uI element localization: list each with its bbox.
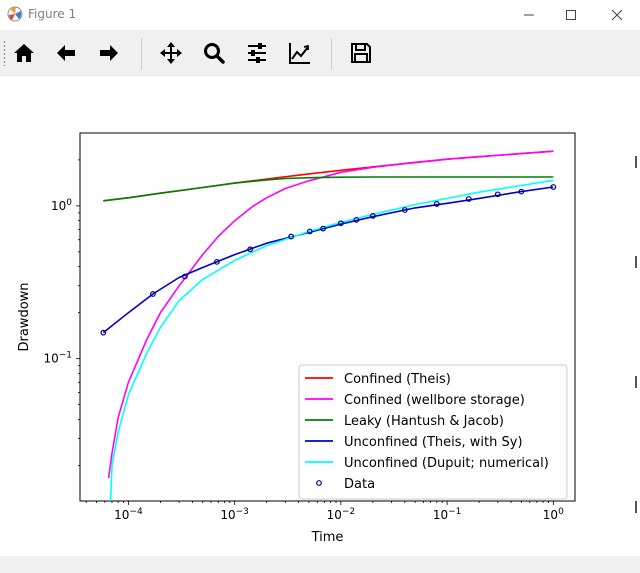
series-line-2 <box>103 176 554 202</box>
x-axis-label: Time <box>311 530 344 545</box>
window-title: Figure 1 <box>28 7 77 21</box>
data-point <box>494 191 501 198</box>
minimize-button[interactable] <box>506 0 552 30</box>
data-point <box>213 258 220 265</box>
x-tick-label: 10−4 <box>114 507 143 522</box>
data-point <box>550 184 557 190</box>
close-button[interactable] <box>594 0 640 30</box>
legend-label: Leaky (Hantush & Jacob) <box>344 414 504 429</box>
x-tick-label: 100 <box>543 507 564 522</box>
move-icon <box>160 42 182 64</box>
legend-label: Unconfined (Dupuit; numerical) <box>344 456 549 471</box>
floppy-disk-icon <box>351 43 371 63</box>
arrow-right-icon <box>100 45 118 61</box>
toolbar-separator <box>331 38 332 70</box>
matplotlib-app-icon <box>7 6 23 22</box>
minimize-icon <box>524 14 534 16</box>
data-point <box>100 329 107 336</box>
edge-artifact <box>635 156 637 168</box>
data-point <box>247 246 254 253</box>
window-titlebar: Figure 1 <box>0 0 640 30</box>
subplots-button[interactable] <box>241 37 273 69</box>
edge-artifact <box>635 376 637 388</box>
edge-artifact <box>635 256 637 268</box>
figure-canvas[interactable]: 10−4 10−3 10−2 10−1 100 10−1 100 Time Drawdown Co… <box>0 76 640 556</box>
save-button[interactable] <box>345 37 377 69</box>
data-point <box>401 207 408 213</box>
plot-area <box>100 150 557 501</box>
data-point <box>337 220 344 227</box>
customize-button[interactable] <box>284 37 316 69</box>
series-line-3 <box>102 186 554 334</box>
home-button[interactable] <box>8 37 40 69</box>
data-point <box>369 212 376 219</box>
legend-label: Confined (wellbore storage) <box>344 393 525 408</box>
maximize-icon <box>566 10 576 20</box>
data-point <box>288 233 295 240</box>
sliders-icon <box>248 43 266 63</box>
forward-button[interactable] <box>93 37 125 69</box>
drawdown-plot[interactable]: 10−4 10−3 10−2 10−1 100 10−1 100 Time Drawdown Co… <box>0 76 640 556</box>
y-tick-label: 100 <box>51 198 72 213</box>
legend-label: Confined (Theis) <box>344 372 451 387</box>
back-button[interactable] <box>50 37 82 69</box>
y-axis-label: Drawdown <box>17 282 32 351</box>
arrow-left-icon <box>57 45 75 61</box>
legend-box <box>298 364 568 500</box>
legend-label: Data <box>344 477 375 492</box>
x-tick-label: 10−3 <box>220 507 249 522</box>
x-tick-label: 10−2 <box>327 507 356 522</box>
data-point <box>320 225 326 232</box>
toolbar-separator <box>141 38 142 70</box>
zoom-button[interactable] <box>198 37 230 69</box>
line-chart-icon <box>289 43 310 64</box>
edge-artifact <box>635 501 637 513</box>
close-icon <box>611 9 623 21</box>
y-tick-label: 10−1 <box>43 351 72 366</box>
legend-label: Unconfined (Theis, with Sy) <box>344 435 523 450</box>
data-point <box>306 228 313 235</box>
data-point <box>465 196 472 202</box>
data-point <box>518 188 525 195</box>
series-line-4 <box>109 179 554 501</box>
series-line-1 <box>107 150 554 479</box>
toolbar-grip[interactable] <box>3 40 6 66</box>
maximize-button[interactable] <box>548 0 594 30</box>
magnifier-icon <box>204 43 225 64</box>
x-tick-label: 10−1 <box>433 507 462 522</box>
pan-button[interactable] <box>155 37 187 69</box>
data-point <box>181 273 188 280</box>
data-point <box>433 201 440 207</box>
legend-marker-swatch <box>316 480 322 486</box>
home-icon <box>14 44 34 62</box>
data-point <box>150 291 156 297</box>
data-point <box>353 216 360 223</box>
navigation-toolbar <box>0 30 640 76</box>
status-bar <box>0 556 640 573</box>
